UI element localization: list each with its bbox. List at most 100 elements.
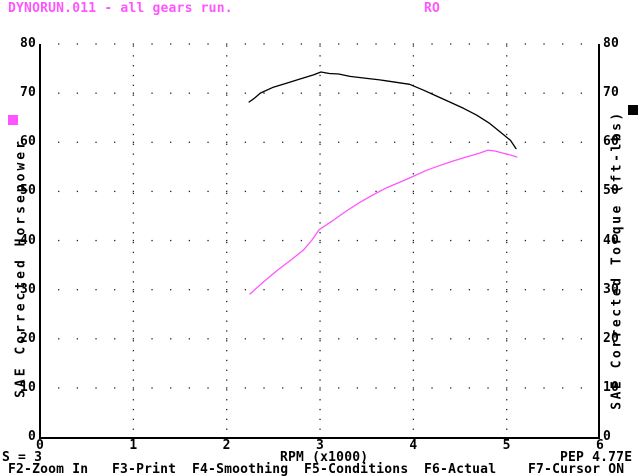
fkey-f6[interactable]: F6-Actual [424,462,497,476]
grid-dot [412,153,415,155]
grid-dot [226,340,228,342]
grid-dot [132,241,135,244]
grid-dot [487,141,489,143]
grid-dot [226,190,228,193]
fkey-f7[interactable]: F7-Cursor ON [528,462,625,476]
grid-dot [226,418,228,421]
grid-dot [132,359,135,362]
grid-dot [506,239,508,242]
grid-dot [412,43,415,45]
fkey-f3[interactable]: F3-Print [112,462,177,476]
grid-dot [226,251,228,254]
grid-dot [207,387,209,389]
grid-dot [95,387,97,389]
grid-dot [506,320,508,322]
grid-dot [356,338,359,340]
grid-dot [431,92,433,94]
grid-dot [114,289,116,291]
grid-dot [524,190,527,193]
grid-dot [468,190,471,193]
grid-dot [506,55,508,57]
grid-dot [356,43,359,45]
grid-dot [76,141,79,143]
grid-dot [226,133,228,136]
horsepower-legend-marker [8,115,18,125]
y-tick-label-right: 40 [603,232,620,248]
x-tick-label: 3 [315,438,325,453]
grid-dot [412,281,415,283]
grid-dot [412,261,415,263]
grid-dot [132,143,135,145]
grid-dot [319,45,321,47]
grid-dot [132,338,135,340]
grid-dot [188,43,191,45]
grid-dot [58,92,60,94]
grid-dot [132,182,135,185]
grid-dot [412,387,415,389]
grid-dot [543,92,545,94]
grid-dot [431,141,433,143]
grid-dot [506,104,508,106]
grid-dot [431,190,433,193]
grid-dot [375,141,377,143]
grid-dot [244,141,247,143]
grid-dot [506,212,508,214]
grid-dot [319,271,321,273]
fkey-f2[interactable]: F2-Zoom In [8,462,89,476]
grid-dot [412,190,415,193]
grid-dot [487,387,489,389]
grid-dot [132,281,135,283]
grid-dot [226,55,228,57]
grid-dot [524,141,527,143]
fkey-f4[interactable]: F4-Smoothing [192,462,289,476]
grid-dot [543,387,545,389]
grid-dot [580,387,583,389]
grid-dot [282,190,284,193]
grid-dot [412,300,415,303]
grid-dot [450,239,452,242]
grid-dot [95,92,97,94]
grid-dot [319,338,321,340]
fkey-f5[interactable]: F5-Conditions [304,462,409,476]
grid-dot [506,271,508,273]
x-tick-label: 6 [595,438,605,453]
grid-dot [226,202,228,204]
grid-dot [338,190,340,193]
grid-dot [226,92,228,94]
grid-dot [319,153,321,155]
grid-dot [132,271,135,273]
grid-dot [207,289,209,291]
grid-dot [132,190,135,193]
grid-dot [244,289,247,291]
grid-dot [132,291,135,293]
x-tick-label: 0 [35,438,45,453]
grid-dot [300,338,303,340]
grid-dot [412,428,415,430]
grid-dot [412,399,415,401]
grid-dot [319,369,321,371]
grid-dot [356,141,359,143]
grid-dot [338,289,340,291]
grid-dot [506,202,508,204]
grid-dot [114,190,116,193]
grid-dot [506,428,508,430]
grid-dot [412,389,415,391]
y-tick-label-left: 50 [19,183,36,199]
grid-dot [319,143,321,145]
grid-dot [132,65,135,67]
grid-dot [468,338,471,340]
grid-dot [319,222,321,224]
grid-dot [338,141,340,143]
grid-dot [114,141,116,143]
grid-dot [580,141,583,143]
grid-dot [95,141,97,143]
grid-dot [226,320,228,322]
grid-dot [412,349,415,352]
program-version: PEP 4.77E [560,450,633,465]
grid-dot [76,289,79,291]
grid-dot [338,92,340,94]
grid-dot [319,261,321,263]
grid-dot [412,379,415,381]
grid-dot [132,84,135,86]
grid-dot [562,92,564,94]
